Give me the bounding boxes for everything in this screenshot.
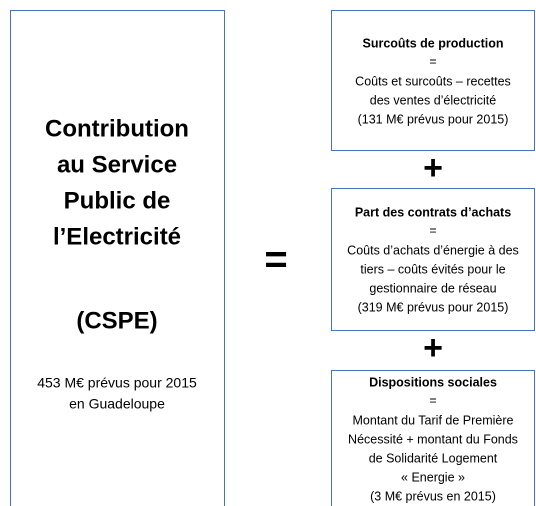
box-line: de Solidarité Logement [369,451,498,465]
box-line: Nécessité + montant du Fonds [348,432,518,446]
title-line: Public de [64,187,171,214]
box-title: Dispositions sociales [369,375,497,389]
box-line: Montant du Tarif de Première [353,413,514,427]
title-line: l’Electricité [53,223,181,250]
title-line: au Service [57,151,177,178]
left-box [10,10,225,506]
note-line: 453 M€ prévus pour 2015 [37,375,197,391]
box-line: « Energie » [401,470,465,484]
plus-sign: + [423,329,443,367]
box [331,370,535,506]
box-line: (3 M€ prévus en 2015) [370,489,496,503]
content: Contribution au Service Public de l’Electri… [37,36,519,503]
title-line: Contribution [45,115,189,142]
box-equals: = [429,223,436,237]
box-line: tiers – coûts évités pour le [360,262,505,276]
box-line: Coûts et surcoûts – recettes [355,74,511,88]
box-title: Part des contrats d’achats [355,205,511,219]
box [331,10,535,151]
note-line: en Guadeloupe [69,396,165,412]
box-line: (131 M€ prévus pour 2015) [358,112,509,126]
box-title: Surcoûts de production [363,36,504,50]
box-equals: = [429,393,436,407]
box-equals: = [429,54,436,68]
box-line: (319 M€ prévus pour 2015) [358,300,509,314]
equals-sign: = [264,238,287,282]
box-line: Coûts d’achats d’énergie à des [347,243,519,257]
box-line: gestionnaire de réseau [369,281,496,295]
plus-sign: + [423,149,443,187]
box-line: des ventes d’électricité [370,93,497,107]
box [331,188,535,331]
acronym: (CSPE) [76,307,157,334]
